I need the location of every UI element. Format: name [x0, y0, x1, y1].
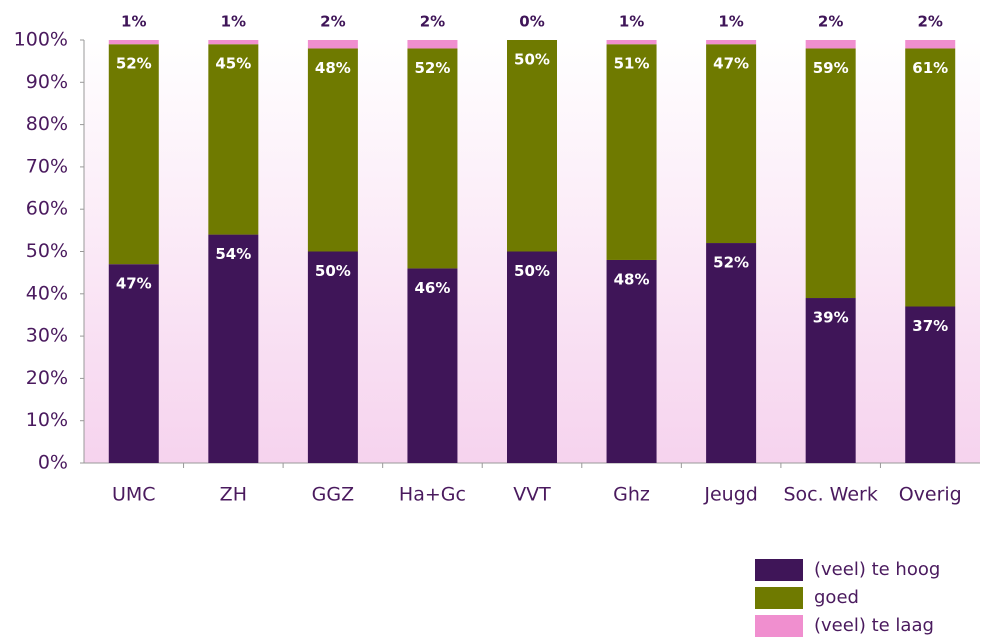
bar-segment [606, 40, 657, 45]
value-label: 54% [215, 245, 251, 263]
bar-segment [507, 40, 557, 252]
bar-segment [407, 48, 458, 269]
value-label: 1% [221, 13, 246, 31]
bar-segment [208, 234, 259, 463]
value-label: 48% [614, 270, 650, 288]
y-tick-label: 0% [38, 452, 68, 474]
x-tick-label: Jeugd [703, 484, 757, 506]
value-label: 39% [813, 309, 849, 327]
x-tick-label: UMC [112, 484, 156, 506]
bar-segment [307, 48, 358, 252]
y-tick-label: 80% [26, 113, 68, 135]
bar-segment [905, 40, 956, 49]
bar-segment [905, 306, 956, 463]
bar-segment [208, 44, 259, 235]
value-label: 2% [320, 13, 345, 31]
bar-segment [108, 44, 159, 265]
value-label: 50% [514, 262, 550, 280]
y-tick-label: 90% [26, 71, 68, 93]
bar-segment [706, 40, 757, 45]
x-tick-label: VVT [513, 484, 551, 506]
value-label: 48% [315, 59, 351, 77]
x-tick-label: Ghz [613, 484, 650, 506]
bar-segment [805, 48, 856, 299]
value-label: 47% [713, 55, 749, 73]
bar-segment [108, 264, 159, 463]
y-tick-label: 40% [26, 282, 68, 304]
value-label: 1% [718, 13, 743, 31]
x-tick-label: GGZ [312, 484, 354, 506]
bar-segment [307, 40, 358, 49]
value-label: 50% [514, 51, 550, 69]
x-tick-label: Soc. Werk [783, 484, 877, 506]
value-label: 52% [116, 55, 152, 73]
y-tick-label: 100% [14, 29, 68, 51]
bar-segment [307, 251, 358, 463]
bar-segment [208, 40, 259, 45]
value-label: 1% [121, 13, 146, 31]
value-label: 59% [813, 59, 849, 77]
y-tick-label: 30% [26, 325, 68, 347]
y-tick-label: 60% [26, 198, 68, 220]
bar-segment [805, 298, 856, 463]
bar-segment [407, 40, 458, 49]
value-label: 1% [619, 13, 644, 31]
value-label: 0% [519, 13, 544, 31]
x-tick-label: Ha+Gc [399, 484, 466, 506]
value-label: 46% [414, 279, 450, 297]
legend-label: (veel) te hoog [814, 559, 940, 580]
value-label: 52% [414, 59, 450, 77]
bar-segment [507, 251, 557, 463]
legend-swatch [755, 559, 803, 581]
value-label: 2% [917, 13, 942, 31]
value-label: 45% [215, 55, 251, 73]
legend-label: goed [814, 587, 859, 608]
bar-segment [108, 40, 159, 45]
value-label: 37% [912, 317, 948, 335]
legend-swatch [755, 587, 803, 609]
value-label: 2% [818, 13, 843, 31]
legend-swatch [755, 615, 803, 637]
y-tick-label: 50% [26, 240, 68, 262]
value-label: 47% [116, 275, 152, 293]
legend-label: (veel) te laag [814, 615, 934, 636]
y-tick-label: 20% [26, 367, 68, 389]
bar-segment [407, 268, 458, 463]
value-label: 51% [614, 55, 650, 73]
value-label: 2% [420, 13, 445, 31]
value-label: 52% [713, 254, 749, 272]
bar-segment [805, 40, 856, 49]
x-tick-label: Overig [899, 484, 962, 506]
value-label: 61% [912, 59, 948, 77]
bar-segment [706, 243, 757, 463]
bar-segment [606, 44, 657, 260]
value-label: 50% [315, 262, 351, 280]
y-tick-label: 70% [26, 155, 68, 177]
bar-segment [905, 48, 956, 307]
y-tick-label: 10% [26, 409, 68, 431]
bar-segment [606, 259, 657, 463]
bar-segment [706, 44, 757, 244]
x-tick-label: ZH [220, 484, 247, 506]
